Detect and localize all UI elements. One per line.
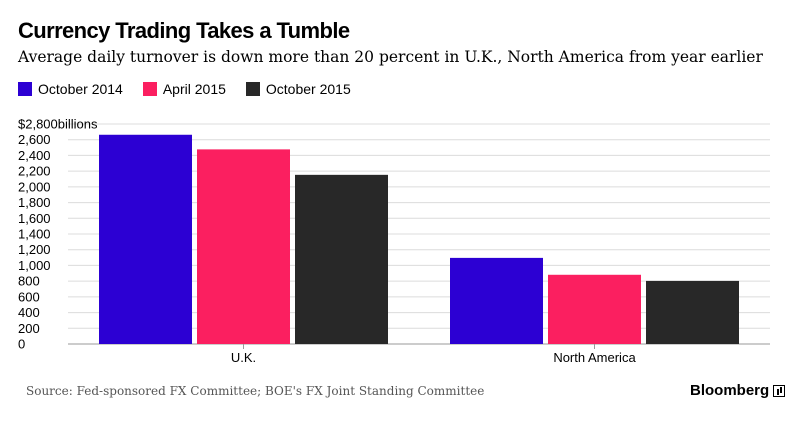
brand-logo-text: Bloomberg xyxy=(690,382,770,399)
bar-north-america-october-2014 xyxy=(450,257,543,344)
legend-swatch-april-2015 xyxy=(142,82,157,96)
legend-swatch-october-2015 xyxy=(245,82,260,96)
source-note: Source: Fed-sponsored FX Committee; BOE'… xyxy=(26,384,485,398)
chart-title: Currency Trading Takes a Tumble xyxy=(18,18,350,43)
y-tick-label: 1,800 xyxy=(18,195,51,210)
legend-label-october-2015: October 2015 xyxy=(265,81,351,97)
brand: Bloomberg xyxy=(690,382,786,399)
bar-north-america-october-2015 xyxy=(646,280,739,344)
legend-label-april-2015: April 2015 xyxy=(162,81,226,97)
y-tick-label: 2,200 xyxy=(18,164,51,179)
y-tick-label: 600 xyxy=(18,289,40,304)
y-tick-label: 400 xyxy=(18,305,40,320)
x-tick-label: North America xyxy=(553,350,636,365)
y-tick-label: 0 xyxy=(18,337,25,352)
legend-item-october-2015: October 2015 xyxy=(245,81,351,97)
x-tick-label: U.K. xyxy=(231,350,256,365)
chart-subtitle: Average daily turnover is down more than… xyxy=(18,48,763,66)
brand-chart-icon xyxy=(773,384,786,397)
legend-item-october-2014: October 2014 xyxy=(18,81,123,97)
y-tick-label: 1,200 xyxy=(18,242,51,257)
legend: October 2014 April 2015 October 2015 xyxy=(18,81,371,97)
y-tick-label: 2,400 xyxy=(18,148,51,163)
y-tick-label: $2,800billions xyxy=(18,117,98,132)
y-tick-label: 1,400 xyxy=(18,227,51,242)
legend-label-october-2014: October 2014 xyxy=(38,81,123,97)
bar-u-k-october-2014 xyxy=(99,134,192,344)
bar-north-america-april-2015 xyxy=(548,274,641,344)
bar-chart: 02004006008001,0001,2001,4001,6001,8002,… xyxy=(18,117,770,365)
bar-u-k-april-2015 xyxy=(197,149,290,344)
bar-u-k-october-2015 xyxy=(295,174,388,344)
y-tick-label: 200 xyxy=(18,321,40,336)
y-tick-label: 1,000 xyxy=(18,258,51,273)
legend-swatch-october-2014 xyxy=(18,82,32,96)
y-tick-label: 2,000 xyxy=(18,179,51,194)
legend-item-april-2015: April 2015 xyxy=(142,81,226,97)
y-tick-label: 2,600 xyxy=(18,132,51,147)
y-tick-label: 800 xyxy=(18,274,40,289)
y-tick-label: 1,600 xyxy=(18,211,51,226)
